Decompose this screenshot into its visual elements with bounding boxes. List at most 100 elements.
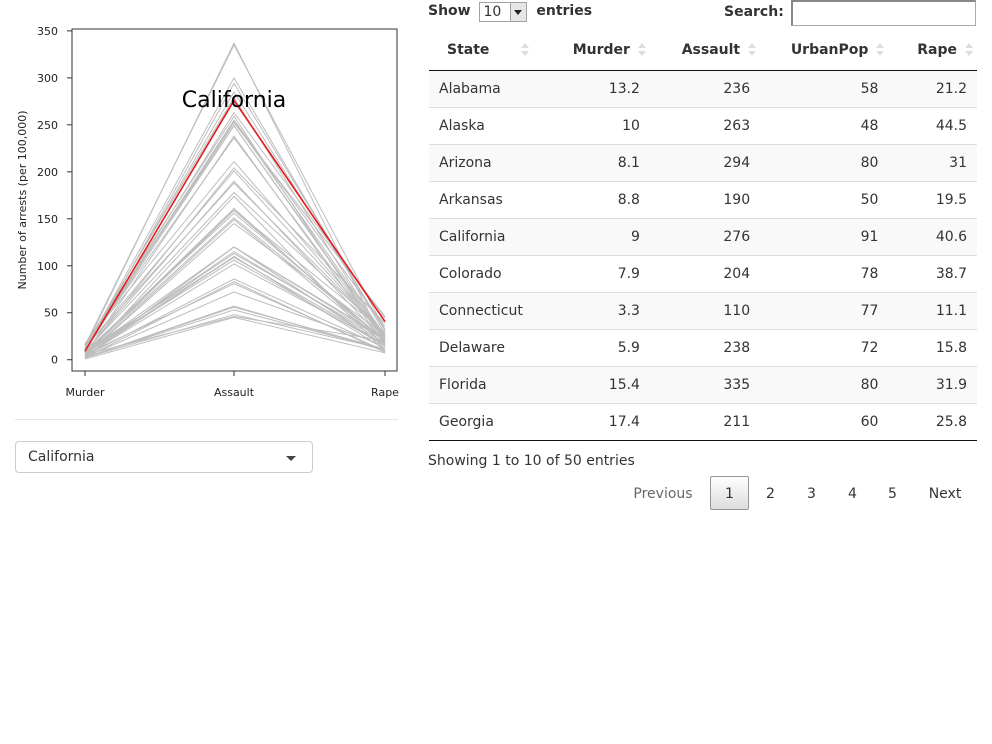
state-series-line bbox=[84, 41, 386, 348]
cell-state: Alabama bbox=[429, 70, 533, 107]
cell-urbanpop: 78 bbox=[760, 254, 889, 292]
cell-urbanpop: 50 bbox=[760, 180, 889, 218]
highlighted-state-label: California bbox=[182, 88, 286, 113]
state-series-line bbox=[84, 135, 386, 355]
state-series-line bbox=[84, 283, 386, 355]
column-header-rape[interactable]: Rape bbox=[888, 30, 977, 71]
table-row[interactable]: Connecticut 3.3 110 77 11.1 bbox=[429, 291, 977, 329]
page-length-select[interactable]: 10 bbox=[479, 2, 528, 22]
state-series-line bbox=[84, 255, 386, 358]
table-row[interactable]: Delaware 5.9 238 72 15.8 bbox=[429, 328, 977, 366]
state-series-line bbox=[84, 96, 386, 347]
y-axis-title: Number of arrests (per 100,000) bbox=[16, 110, 29, 289]
cell-murder: 10 bbox=[532, 106, 650, 144]
cell-assault: 238 bbox=[649, 328, 761, 366]
y-tick-label: 300 bbox=[37, 72, 58, 85]
parallel-coordinates-plot: 0 50 100 150 200 250 300 350 Murder Assault Rape Nu… bbox=[0, 0, 410, 420]
table-row[interactable]: Georgia 17.4 211 60 25.8 bbox=[429, 402, 977, 441]
cell-rape: 31 bbox=[888, 143, 977, 181]
state-series-line bbox=[84, 309, 386, 358]
x-tick-label: Assault bbox=[214, 386, 255, 399]
column-header-urbanpop[interactable]: UrbanPop bbox=[760, 30, 889, 71]
cell-state: Arizona bbox=[429, 143, 533, 181]
cell-rape: 31.9 bbox=[888, 365, 977, 403]
state-series-line bbox=[84, 256, 386, 355]
cell-urbanpop: 80 bbox=[760, 143, 889, 181]
sort-icon bbox=[748, 43, 757, 57]
y-tick-label: 200 bbox=[37, 166, 58, 179]
panel-divider bbox=[15, 419, 398, 420]
state-series-line bbox=[84, 180, 386, 352]
sort-icon bbox=[876, 43, 885, 57]
table-header-row: State Murder Assault UrbanPop Rape bbox=[429, 30, 977, 71]
cell-assault: 236 bbox=[649, 70, 761, 107]
cell-rape: 44.5 bbox=[888, 106, 977, 144]
cell-murder: 17.4 bbox=[532, 402, 650, 441]
cell-assault: 190 bbox=[649, 180, 761, 218]
state-series-line bbox=[84, 182, 386, 348]
search-input[interactable] bbox=[791, 0, 976, 26]
table-row[interactable]: Arkansas 8.8 190 50 19.5 bbox=[429, 180, 977, 218]
cell-murder: 8.8 bbox=[532, 180, 650, 218]
page-button-1[interactable]: 1 bbox=[710, 476, 749, 510]
cell-urbanpop: 80 bbox=[760, 365, 889, 403]
state-series-line bbox=[84, 219, 386, 356]
state-series-line bbox=[84, 316, 386, 360]
state-series-line bbox=[84, 137, 386, 348]
state-series-line bbox=[84, 291, 386, 358]
table-row[interactable]: Alaska 10 263 48 44.5 bbox=[429, 106, 977, 144]
cell-assault: 110 bbox=[649, 291, 761, 329]
state-series-line bbox=[84, 209, 386, 356]
column-header-assault[interactable]: Assault bbox=[649, 30, 761, 71]
cell-urbanpop: 60 bbox=[760, 402, 889, 441]
state-select-value: California bbox=[28, 449, 95, 465]
cell-assault: 211 bbox=[649, 402, 761, 441]
state-select[interactable]: California bbox=[15, 441, 313, 473]
cell-assault: 335 bbox=[649, 365, 761, 403]
cell-rape: 25.8 bbox=[888, 402, 977, 441]
cell-murder: 5.9 bbox=[532, 328, 650, 366]
y-tick-label: 250 bbox=[37, 119, 58, 132]
previous-page-button[interactable]: Previous bbox=[633, 486, 693, 502]
cell-urbanpop: 48 bbox=[760, 106, 889, 144]
plot-canvas: 0 50 100 150 200 250 300 350 Murder Assault Rape Nu… bbox=[16, 25, 399, 399]
table-row[interactable]: Colorado 7.9 204 78 38.7 bbox=[429, 254, 977, 292]
cell-state: Arkansas bbox=[429, 180, 533, 218]
sort-icon bbox=[637, 43, 646, 57]
page-button-4[interactable]: 4 bbox=[848, 486, 857, 502]
state-series-line bbox=[84, 120, 386, 350]
cell-state: Colorado bbox=[429, 254, 533, 292]
column-header-state[interactable]: State bbox=[429, 30, 533, 71]
state-series-line bbox=[84, 167, 386, 353]
table-row[interactable]: Arizona 8.1 294 80 31 bbox=[429, 143, 977, 181]
state-series-line bbox=[84, 222, 386, 357]
cell-murder: 3.3 bbox=[532, 291, 650, 329]
page-button-5[interactable]: 5 bbox=[888, 486, 897, 502]
cell-state: Alaska bbox=[429, 106, 533, 144]
table-info: Showing 1 to 10 of 50 entries bbox=[428, 453, 635, 469]
cell-urbanpop: 77 bbox=[760, 291, 889, 329]
table-row[interactable]: Florida 15.4 335 80 31.9 bbox=[429, 365, 977, 403]
cell-state: Connecticut bbox=[429, 291, 533, 329]
cell-assault: 263 bbox=[649, 106, 761, 144]
next-page-button[interactable]: Next bbox=[928, 486, 962, 502]
y-tick-label: 0 bbox=[51, 354, 58, 367]
y-tick-label: 50 bbox=[44, 307, 58, 320]
search-label: Search: bbox=[724, 4, 784, 20]
page-button-2[interactable]: 2 bbox=[766, 486, 775, 502]
column-header-murder[interactable]: Murder bbox=[532, 30, 650, 71]
table-row[interactable]: Alabama 13.2 236 58 21.2 bbox=[429, 70, 977, 107]
page-length-control: Show 10 entries bbox=[428, 2, 592, 24]
y-tick-label: 350 bbox=[37, 25, 58, 38]
state-series-line bbox=[84, 160, 386, 344]
x-tick-label: Rape bbox=[371, 386, 399, 399]
table-row[interactable]: California 9 276 91 40.6 bbox=[429, 217, 977, 255]
cell-urbanpop: 72 bbox=[760, 328, 889, 366]
page-button-3[interactable]: 3 bbox=[807, 486, 816, 502]
cell-rape: 38.7 bbox=[888, 254, 977, 292]
data-table: State Murder Assault UrbanPop Rape Alaba… bbox=[429, 30, 977, 441]
cell-rape: 15.8 bbox=[888, 328, 977, 366]
dropdown-arrow-icon[interactable] bbox=[510, 3, 527, 21]
state-series-line bbox=[84, 207, 386, 354]
x-tick-label: Murder bbox=[65, 386, 105, 399]
